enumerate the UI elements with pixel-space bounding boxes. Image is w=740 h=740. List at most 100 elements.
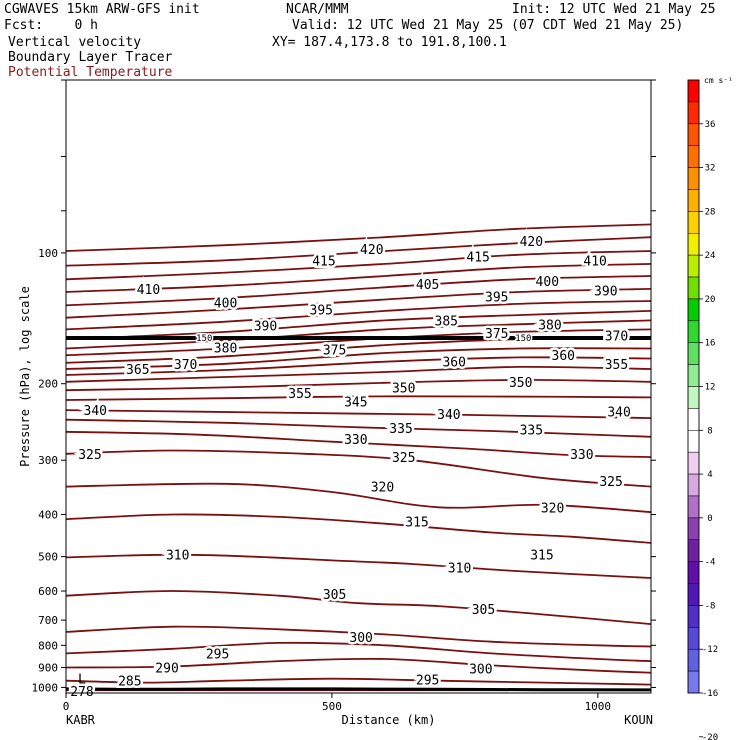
colorbar-label: 20 xyxy=(705,295,716,305)
forecast-hour: Fcst: 0 h xyxy=(4,18,98,33)
isentrope-415 xyxy=(65,236,652,267)
y-tick-label: 600 xyxy=(38,585,58,598)
contour-label-400: 400 xyxy=(214,296,237,311)
isentrope-350 xyxy=(65,378,652,392)
contour-label-400: 400 xyxy=(536,275,559,290)
colorbar-label: 28 xyxy=(705,207,716,217)
contour-label-335: 335 xyxy=(389,422,412,437)
colorbar: 36 32 28 24 20 16 12 8 4 0 -4 -8 -12 -16 -20 xyxy=(687,79,718,740)
colorbar-swatch xyxy=(687,605,700,628)
colorbar-swatch xyxy=(687,123,700,146)
contour-label-320: 320 xyxy=(541,501,564,516)
isentrope-330 xyxy=(65,430,652,458)
colorbar-swatch xyxy=(687,670,700,694)
isentrope-365 xyxy=(65,347,652,370)
contour-label-390: 390 xyxy=(594,284,617,299)
contour-label-285: 285 xyxy=(118,675,141,690)
colorbar-swatch xyxy=(687,189,700,212)
isentrope-380 xyxy=(65,319,652,350)
contour-label-300: 300 xyxy=(349,631,372,646)
field-vertical-velocity: Vertical velocity xyxy=(8,35,142,50)
y-tick-label: 100 xyxy=(38,247,58,260)
isentrope-405 xyxy=(65,263,652,293)
contour-label-330: 330 xyxy=(570,448,593,463)
y-tick-label: 500 xyxy=(38,551,58,564)
x-tick-label: 500 xyxy=(322,700,342,713)
contour-label-420: 420 xyxy=(360,243,383,258)
colorbar-label: 16 xyxy=(705,339,716,349)
contour-label-325: 325 xyxy=(392,451,415,466)
cross-section-endpoints: XY= 187.4,173.8 to 191.8,100.1 xyxy=(272,35,507,50)
y-tick-label: 200 xyxy=(38,378,58,391)
contour-label-305: 305 xyxy=(472,603,495,618)
y-tick-label: 700 xyxy=(38,614,58,627)
isentrope-contours xyxy=(65,223,652,692)
contour-label-330: 330 xyxy=(344,433,367,448)
contour-label-385: 385 xyxy=(435,314,458,329)
x-tick-label: 0 xyxy=(63,700,70,713)
contour-label-395: 395 xyxy=(485,291,508,306)
contour-label-295: 295 xyxy=(416,674,439,689)
contour-label-340: 340 xyxy=(437,408,460,423)
colorbar-swatch xyxy=(687,583,700,606)
isentrope-335 xyxy=(65,418,652,438)
contour-label-315: 315 xyxy=(405,515,428,530)
isentrope-420 xyxy=(65,223,652,252)
isentrope-315 xyxy=(65,513,652,544)
contour-label-370: 370 xyxy=(174,358,197,373)
contour-label-355: 355 xyxy=(605,358,628,373)
x-end-station: KOUN xyxy=(624,713,653,727)
org-label: NCAR/MMM xyxy=(286,2,349,17)
colorbar-swatch xyxy=(687,627,700,650)
colorbar-label: -12 xyxy=(702,645,718,655)
colorbar-swatch xyxy=(687,561,700,584)
contour-label-380: 380 xyxy=(538,318,561,333)
colorbar-label: 0 xyxy=(707,514,712,524)
colorbar-swatch xyxy=(687,211,700,234)
colorbar-label: -8 xyxy=(705,601,716,611)
isentrope-355 xyxy=(65,365,652,383)
contour-label-410: 410 xyxy=(137,283,160,298)
contour-label-410: 410 xyxy=(583,254,606,269)
x-tick-label: 1000 xyxy=(585,700,612,713)
isentrope-290 xyxy=(65,657,652,674)
colorbar-swatch xyxy=(687,451,700,475)
y-tick-label: 300 xyxy=(38,454,58,467)
colorbar-swatch xyxy=(687,364,700,387)
y-tick-label: 1000 xyxy=(32,681,59,694)
isentrope-340 xyxy=(65,409,652,419)
contour-label-320: 320 xyxy=(371,481,394,496)
contour-label-390: 390 xyxy=(254,320,277,335)
contour-label-315: 315 xyxy=(530,549,553,564)
isentrope-400 xyxy=(65,275,652,307)
low-marker: L xyxy=(78,673,86,688)
colorbar-label: 32 xyxy=(705,164,716,174)
plot-frame xyxy=(65,79,652,694)
isentrope-285 xyxy=(65,677,652,686)
isentrope-395 xyxy=(65,288,652,319)
contour-label-365: 365 xyxy=(126,363,149,378)
contour-label-375: 375 xyxy=(323,344,346,359)
contour-label-310: 310 xyxy=(448,562,471,577)
colorbar-label: 4 xyxy=(707,470,712,480)
colorbar-swatch xyxy=(687,517,700,540)
colorbar-swatch xyxy=(687,167,700,190)
contour-label-355: 355 xyxy=(288,387,311,402)
contour-label-380: 380 xyxy=(214,341,237,356)
contour-label-415: 415 xyxy=(466,251,489,266)
isentrope-305 xyxy=(65,590,652,625)
isentrope-385 xyxy=(65,310,652,341)
contour-label-300: 300 xyxy=(469,663,492,678)
colorbar-label: 36 xyxy=(705,120,716,130)
colorbar-swatch xyxy=(687,430,700,453)
isentrope-320 xyxy=(65,482,652,513)
contour-label-335: 335 xyxy=(520,424,543,439)
colorbar-swatch xyxy=(687,648,700,672)
x-start-station: KABR xyxy=(66,713,96,727)
colorbar-label: 8 xyxy=(707,426,712,436)
contour-labels: 2782852902952953003003053053103103153153… xyxy=(68,233,634,703)
y-tick-label: 800 xyxy=(38,639,58,652)
field-boundary-layer-tracer: Boundary Layer Tracer xyxy=(8,50,173,65)
y-tick-label: 900 xyxy=(38,662,58,675)
